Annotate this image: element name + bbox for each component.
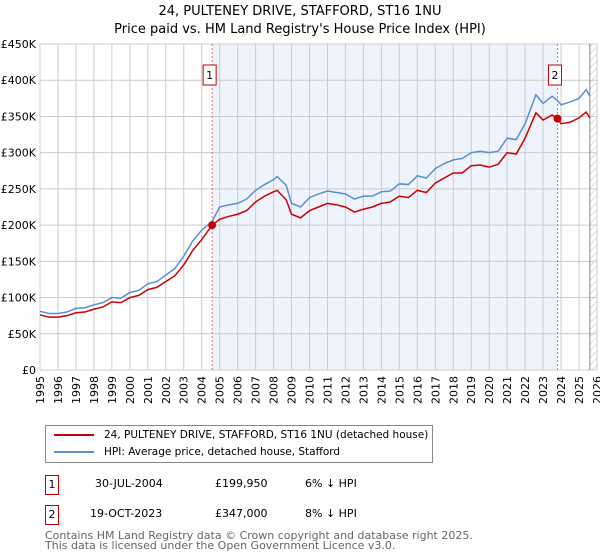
x-tick-label: 1999 <box>106 376 119 404</box>
legend-blue-line <box>54 451 94 453</box>
y-tick-label: £0 <box>22 364 36 377</box>
y-tick-label: £150K <box>1 255 37 268</box>
x-tick-label: 2020 <box>483 376 496 404</box>
price-chart: 1995 1996 1997 1998 1999 2000 2001 2002 2003 2004… <box>1 38 600 404</box>
transaction-marker: 1 <box>45 475 59 495</box>
footer-line2: This data is licensed under the Open Gov… <box>45 539 396 552</box>
sale-point <box>553 114 562 123</box>
y-tick-label: £350K <box>1 110 37 123</box>
sale-marker-box <box>202 64 217 86</box>
transaction-marker: 2 <box>45 505 59 525</box>
sale-marker-box <box>547 64 562 86</box>
chart-subtitle: Price paid vs. HM Land Registry's House … <box>114 22 486 37</box>
transaction-date: 19-OCT-2023 <box>90 507 163 520</box>
x-tick-label: 2022 <box>519 376 532 404</box>
sale-marker-label: 1 <box>206 69 213 82</box>
transaction-hpi: 8% ↓ HPI <box>305 507 357 520</box>
y-tick-label: £50K <box>8 328 37 341</box>
x-tick-label: 1996 <box>52 376 65 404</box>
x-tick-label: 2024 <box>555 376 568 404</box>
x-tick-label: 2015 <box>393 376 406 404</box>
sale-point <box>208 221 217 230</box>
x-tick-label: 2000 <box>124 376 137 404</box>
x-tick-label: 2010 <box>304 376 317 404</box>
transaction-price: £199,950 <box>215 477 268 490</box>
x-tick-label: 1998 <box>88 376 101 404</box>
x-tick-label: 1995 <box>34 376 47 404</box>
x-tick-label: 2023 <box>537 376 550 404</box>
x-tick-label: 2002 <box>160 376 173 404</box>
x-tick-label: 2012 <box>339 376 352 404</box>
x-tick-label: 2004 <box>196 376 209 404</box>
y-tick-label: £450K <box>1 38 37 51</box>
transaction-row: 2 19-OCT-2023 £347,000 8% ↓ HPI <box>45 505 465 525</box>
transaction-price: £347,000 <box>215 507 268 520</box>
y-tick-label: £250K <box>1 183 37 196</box>
x-tick-label: 2003 <box>178 376 191 404</box>
chart-title: 24, PULTENEY DRIVE, STAFFORD, ST16 1NU <box>158 4 442 19</box>
transaction-row: 1 30-JUL-2004 £199,950 6% ↓ HPI <box>45 475 465 495</box>
footer: Contains HM Land Registry data © Crown c… <box>45 529 473 552</box>
x-tick-label: 2026 <box>591 376 600 404</box>
property-line <box>39 110 591 318</box>
x-tick-label: 2005 <box>214 376 227 404</box>
legend-hpi: HPI: Average price, detached house, Staf… <box>104 446 341 458</box>
x-tick-label: 2018 <box>447 376 460 404</box>
y-tick-label: £200K <box>1 219 37 232</box>
x-tick-label: 1997 <box>70 376 83 404</box>
hpi-line <box>39 88 591 315</box>
legend-red-line <box>54 434 94 436</box>
sale-marker-label: 2 <box>551 69 558 82</box>
x-tick-label: 2006 <box>232 376 245 404</box>
legend: 24, PULTENEY DRIVE, STAFFORD, ST16 1NU (… <box>45 425 433 463</box>
x-tick-label: 2013 <box>357 376 370 404</box>
x-tick-label: 2021 <box>501 376 514 404</box>
x-tick-label: 2008 <box>268 376 281 404</box>
y-tick-label: £300K <box>1 147 37 160</box>
footer-line1: Contains HM Land Registry data © Crown c… <box>45 529 473 542</box>
x-tick-label: 2009 <box>286 376 299 404</box>
x-tick-label: 2001 <box>142 376 155 404</box>
x-tick-label: 2014 <box>375 376 388 404</box>
transaction-hpi: 6% ↓ HPI <box>305 477 357 490</box>
y-tick-label: £100K <box>1 292 37 305</box>
x-tick-label: 2017 <box>429 376 442 404</box>
x-tick-label: 2007 <box>250 376 263 404</box>
forecast-hatch <box>589 44 597 370</box>
x-tick-label: 2025 <box>573 376 586 404</box>
x-tick-label: 2011 <box>321 376 334 404</box>
legend-property: 24, PULTENEY DRIVE, STAFFORD, ST16 1NU (… <box>104 429 429 441</box>
transaction-date: 30-JUL-2004 <box>95 477 163 490</box>
x-tick-label: 2016 <box>411 376 424 404</box>
sale-period-shading <box>212 44 558 370</box>
y-tick-label: £400K <box>1 74 37 87</box>
x-tick-label: 2019 <box>465 376 478 404</box>
